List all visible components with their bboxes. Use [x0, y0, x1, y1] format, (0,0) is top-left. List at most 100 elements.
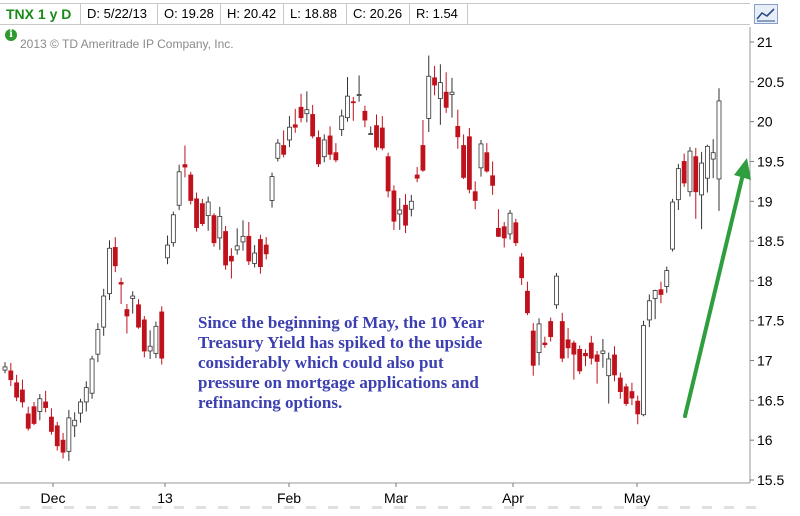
candle-body	[130, 295, 136, 299]
candle	[594, 350, 600, 384]
candle	[426, 55, 432, 132]
y-tick-label: 17.5	[757, 313, 784, 329]
candle-body	[699, 162, 704, 196]
candle	[583, 349, 588, 367]
scroll-tick	[746, 506, 756, 509]
scroll-tick	[240, 506, 250, 509]
candle	[646, 294, 652, 328]
candle-body	[153, 325, 159, 354]
candle	[414, 167, 420, 183]
scroll-tick	[174, 506, 184, 509]
candle	[385, 152, 391, 198]
scroll-tick	[130, 506, 140, 509]
candle-body	[118, 282, 124, 285]
candle	[496, 209, 501, 238]
candle-body	[281, 145, 287, 155]
candle	[89, 355, 95, 399]
candle	[437, 64, 443, 125]
candle-body	[356, 94, 362, 96]
candle	[710, 139, 716, 179]
candle-layer	[2, 55, 722, 461]
candle	[623, 383, 629, 406]
candle	[78, 398, 83, 423]
candle-body	[496, 227, 501, 237]
candle	[182, 145, 188, 178]
chart-style-icon[interactable]	[754, 4, 778, 24]
candle-body	[513, 222, 519, 244]
candle-body	[159, 311, 165, 359]
candle	[513, 218, 519, 246]
scroll-tick	[328, 506, 338, 509]
candle-body	[258, 239, 263, 267]
candle	[298, 93, 304, 123]
candle	[83, 381, 89, 412]
candle-body	[37, 398, 43, 412]
arrow-layer	[683, 158, 751, 418]
scroll-tick	[42, 506, 52, 509]
candle-body	[704, 145, 710, 179]
candle	[194, 192, 199, 232]
candle	[339, 109, 345, 136]
candle	[484, 143, 490, 173]
candle	[588, 335, 594, 365]
candle-body	[379, 127, 385, 149]
candle-body	[548, 321, 554, 338]
candle	[316, 130, 321, 168]
candle	[449, 77, 455, 118]
copyright-text: 2013 © TD Ameritrade IP Company, Inc.	[20, 37, 234, 51]
scroll-tick	[350, 506, 360, 509]
candle-body	[478, 143, 484, 169]
candle	[205, 196, 211, 231]
candle-body	[234, 245, 240, 251]
candle	[507, 210, 513, 240]
line-chart-icon	[756, 8, 775, 22]
candle-body	[687, 150, 693, 193]
candle	[519, 253, 525, 285]
candle-body	[606, 358, 612, 377]
candle	[687, 147, 693, 197]
open-field: O: 19.28	[158, 3, 221, 25]
candle-body	[292, 124, 298, 128]
info-icon[interactable]: i	[5, 29, 17, 41]
candle	[159, 306, 165, 365]
scroll-tick	[548, 506, 558, 509]
candle-body	[542, 342, 548, 346]
candle	[356, 75, 362, 102]
candle	[577, 345, 583, 375]
candle-body	[141, 319, 147, 352]
candle-body	[507, 212, 513, 235]
candle-body	[287, 126, 292, 141]
candle	[217, 206, 223, 250]
candle	[350, 96, 356, 121]
high-field: H: 20.42	[221, 3, 284, 25]
scroll-tick	[680, 506, 690, 509]
candle	[391, 185, 397, 230]
symbol-label[interactable]: TNX 1 y D	[0, 3, 81, 25]
candle	[658, 281, 664, 304]
candle-body	[403, 204, 408, 226]
candle-body	[275, 142, 281, 159]
header-bar	[0, 3, 750, 25]
candle-body	[72, 419, 78, 427]
y-tick-label: 17	[757, 353, 773, 369]
y-tick-label: 21	[757, 34, 773, 50]
candle	[49, 408, 54, 435]
candle-body	[362, 110, 368, 121]
candle-body	[304, 109, 310, 115]
candle	[95, 323, 101, 363]
candle-body	[594, 354, 600, 362]
candle	[420, 120, 426, 172]
candle	[275, 139, 281, 162]
candle-body	[426, 75, 432, 119]
candle-body	[298, 106, 304, 119]
candle	[240, 220, 246, 251]
candle-body	[95, 329, 101, 355]
candle	[101, 288, 107, 336]
candle-body	[583, 352, 588, 357]
candle-body	[391, 190, 397, 222]
candle-body	[710, 152, 716, 160]
y-tick-label: 16	[757, 432, 773, 448]
y-tick-label: 20	[757, 114, 773, 130]
candle	[321, 134, 327, 163]
